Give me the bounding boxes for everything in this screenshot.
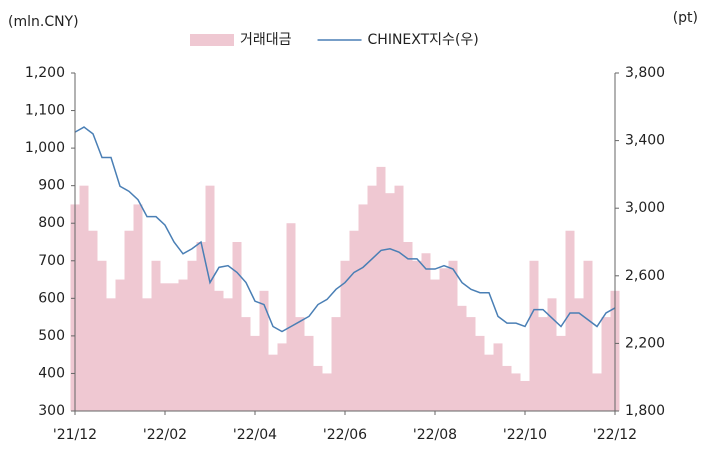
bar xyxy=(520,380,530,411)
bar xyxy=(457,305,467,411)
bar xyxy=(511,373,521,411)
bar xyxy=(385,193,395,411)
bar xyxy=(556,335,566,411)
y-tick-label: 1,100 xyxy=(25,103,65,119)
bar xyxy=(205,185,215,411)
bar xyxy=(286,223,296,411)
bar xyxy=(277,343,287,411)
x-tick-label: '22/04 xyxy=(233,427,277,443)
y-tick-label: 400 xyxy=(38,365,65,381)
bar xyxy=(412,260,422,411)
y-tick-label: 800 xyxy=(38,215,65,231)
y2-tick-label: 2,200 xyxy=(625,335,665,351)
bar xyxy=(358,204,368,411)
x-tick-label: '22/02 xyxy=(143,427,187,443)
bar xyxy=(529,260,539,411)
bar xyxy=(403,242,413,411)
legend-swatch xyxy=(190,34,234,46)
bar xyxy=(349,230,359,411)
bar xyxy=(115,279,125,411)
bar xyxy=(394,185,404,411)
bar xyxy=(124,230,134,411)
bar xyxy=(367,185,377,411)
bar xyxy=(313,365,323,411)
bar xyxy=(268,354,278,411)
bar xyxy=(538,317,548,411)
y-tick-label: 700 xyxy=(38,253,65,269)
y-tick-label: 900 xyxy=(38,178,65,194)
bar xyxy=(592,373,602,411)
y-tick-label: 1,200 xyxy=(25,65,65,81)
bar xyxy=(250,335,260,411)
bar xyxy=(376,166,386,411)
y2-tick-label: 3,800 xyxy=(625,65,665,81)
bar xyxy=(79,185,89,411)
bar xyxy=(142,298,152,411)
bar xyxy=(565,230,575,411)
bar xyxy=(169,283,179,411)
y-unit: (mln.CNY) xyxy=(8,14,79,30)
bar xyxy=(439,268,449,411)
bar xyxy=(502,365,512,411)
y2-tick-label: 1,800 xyxy=(625,403,665,419)
bar xyxy=(493,343,503,411)
x-tick-label: '22/10 xyxy=(503,427,547,443)
bar xyxy=(295,317,305,411)
bar xyxy=(601,317,611,411)
x-tick-label: '22/12 xyxy=(593,427,637,443)
x-tick-label: '22/08 xyxy=(413,427,457,443)
y2-tick-label: 2,600 xyxy=(625,268,665,284)
bar xyxy=(259,290,269,411)
bar xyxy=(106,298,116,411)
legend-label: CHINEXT지수(우) xyxy=(368,32,479,48)
bar xyxy=(223,298,233,411)
index-line xyxy=(74,126,616,333)
bar xyxy=(151,260,161,411)
bar xyxy=(241,317,251,411)
bar xyxy=(331,317,341,411)
bar xyxy=(574,298,584,411)
bar xyxy=(547,298,557,411)
bar xyxy=(484,354,494,411)
bar xyxy=(133,204,143,411)
bar xyxy=(583,260,593,411)
y-tick-label: 300 xyxy=(38,403,65,419)
bar xyxy=(340,260,350,411)
bar xyxy=(160,283,170,411)
bar xyxy=(178,279,188,411)
bar xyxy=(304,335,314,411)
x-tick-label: '22/06 xyxy=(323,427,367,443)
bar xyxy=(214,290,224,411)
y-tick-label: 1,000 xyxy=(25,140,65,156)
bar xyxy=(475,335,485,411)
bar xyxy=(187,260,197,411)
bar xyxy=(88,230,98,411)
bar xyxy=(196,242,206,411)
bar xyxy=(322,373,332,411)
y2-tick-label: 3,400 xyxy=(625,133,665,149)
bar xyxy=(448,260,458,411)
y2-unit: (pt) xyxy=(673,10,698,26)
bar xyxy=(430,279,440,411)
legend-label: 거래대금 xyxy=(240,32,292,48)
bar xyxy=(232,242,242,411)
y-tick-label: 600 xyxy=(38,290,65,306)
bar xyxy=(97,260,107,411)
y-tick-label: 500 xyxy=(38,328,65,344)
bar xyxy=(466,317,476,411)
bar xyxy=(421,253,431,411)
x-tick-label: '21/12 xyxy=(53,427,97,443)
y2-tick-label: 3,000 xyxy=(625,200,665,216)
